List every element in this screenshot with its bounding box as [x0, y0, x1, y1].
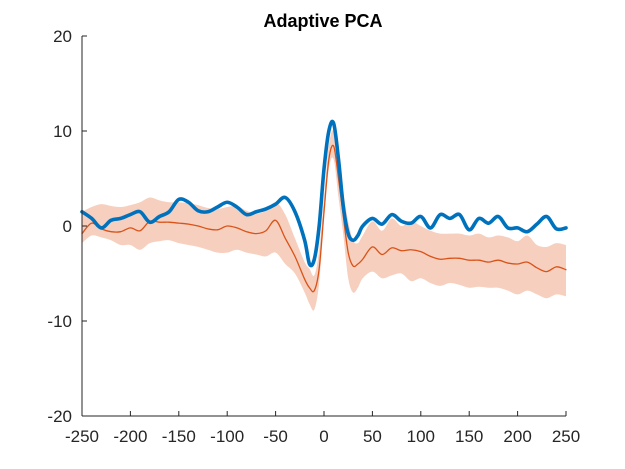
x-tick-label: 50 — [363, 427, 382, 446]
chart-title: Adaptive PCA — [263, 11, 382, 31]
x-tick-label: -200 — [113, 427, 147, 446]
series-line-1 — [81, 144, 567, 293]
y-tick-label: -20 — [47, 407, 72, 426]
x-tick-label: 200 — [503, 427, 531, 446]
plot-area — [80, 119, 568, 311]
series-line-2 — [80, 119, 568, 268]
x-tick-label: 150 — [455, 427, 483, 446]
y-tick-label: -10 — [47, 312, 72, 331]
x-tick-label: 100 — [407, 427, 435, 446]
y-tick-label: 10 — [53, 122, 72, 141]
y-tick-label: 0 — [63, 217, 72, 236]
y-tick-label: 20 — [53, 27, 72, 46]
x-tick-label: -50 — [263, 427, 288, 446]
x-tick-label: -150 — [162, 427, 196, 446]
confidence-band — [82, 130, 566, 311]
x-tick-label: 0 — [319, 427, 328, 446]
axes: -250 -200 -150 -100 -50 0 50 100 150 200 250-20-10… — [47, 27, 580, 446]
x-tick-label: -250 — [65, 427, 99, 446]
x-tick-label: 250 — [552, 427, 580, 446]
x-tick-label: -100 — [210, 427, 244, 446]
